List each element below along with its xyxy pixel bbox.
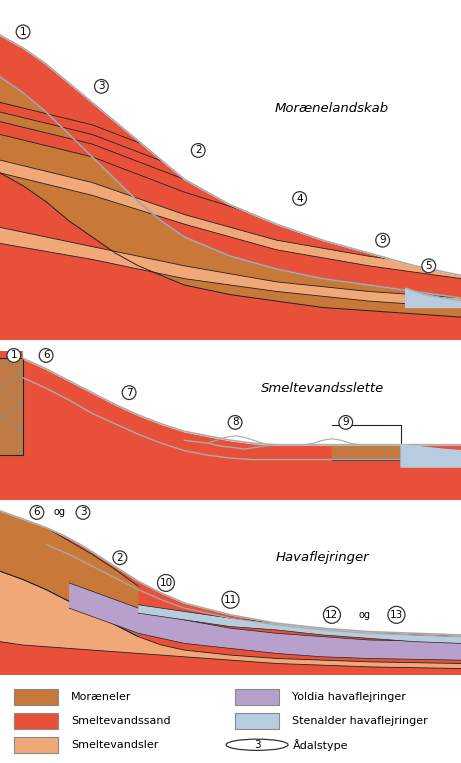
Text: Havaflejringer: Havaflejringer — [276, 551, 370, 565]
FancyBboxPatch shape — [14, 713, 58, 729]
Polygon shape — [0, 121, 461, 256]
Text: Smeltevandsler: Smeltevandsler — [71, 740, 159, 750]
Text: 12: 12 — [325, 610, 338, 620]
Text: 7: 7 — [126, 388, 132, 398]
Text: og: og — [54, 507, 66, 517]
Polygon shape — [0, 102, 461, 243]
Text: Moræneler: Moræneler — [71, 692, 132, 702]
FancyBboxPatch shape — [14, 689, 58, 705]
Text: Stenalder havaflejringer: Stenalder havaflejringer — [292, 716, 428, 726]
Polygon shape — [138, 605, 461, 643]
Text: 3: 3 — [80, 507, 86, 517]
Text: Smeltevandsslette: Smeltevandsslette — [261, 382, 384, 394]
Text: Yoldia havaflejringer: Yoldia havaflejringer — [292, 692, 406, 702]
Text: 6: 6 — [34, 507, 40, 517]
Text: 10: 10 — [160, 578, 172, 588]
FancyBboxPatch shape — [14, 737, 58, 753]
Polygon shape — [0, 160, 461, 278]
Polygon shape — [0, 227, 461, 307]
Polygon shape — [332, 426, 401, 459]
Polygon shape — [69, 583, 461, 660]
Polygon shape — [0, 507, 138, 636]
Text: 9: 9 — [343, 417, 349, 427]
Text: 9: 9 — [379, 235, 386, 245]
Polygon shape — [0, 359, 23, 455]
Text: 3: 3 — [254, 740, 260, 750]
Text: 1: 1 — [11, 350, 17, 360]
Circle shape — [226, 739, 288, 750]
Text: 8: 8 — [232, 417, 238, 427]
Text: 11: 11 — [224, 594, 237, 605]
Text: 13: 13 — [390, 610, 403, 620]
Polygon shape — [0, 571, 461, 668]
Polygon shape — [401, 445, 461, 467]
Text: 4: 4 — [296, 194, 303, 204]
FancyBboxPatch shape — [235, 689, 279, 705]
Text: Smeltevandssand: Smeltevandssand — [71, 716, 171, 726]
FancyBboxPatch shape — [235, 713, 279, 729]
Text: Ådalstype: Ådalstype — [292, 739, 348, 751]
Text: 5: 5 — [426, 261, 432, 271]
Text: og: og — [358, 610, 370, 620]
Text: 3: 3 — [98, 82, 105, 92]
Text: 1: 1 — [20, 27, 26, 37]
Text: 2: 2 — [117, 552, 123, 563]
Text: 2: 2 — [195, 146, 201, 156]
Text: Morænelandskab: Morænelandskab — [275, 102, 389, 115]
Text: 6: 6 — [43, 350, 49, 360]
Polygon shape — [406, 288, 461, 307]
Polygon shape — [0, 77, 461, 317]
